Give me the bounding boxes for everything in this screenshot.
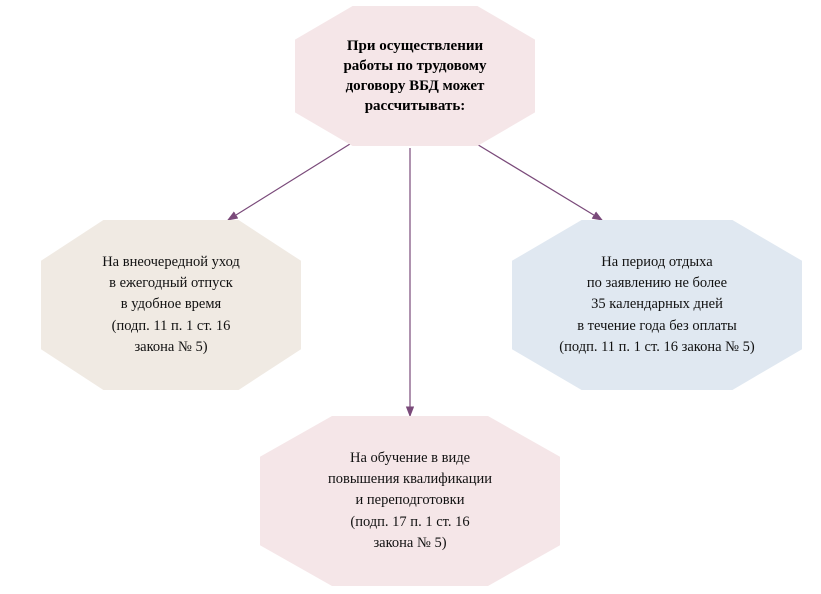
edge-arrow — [228, 144, 350, 220]
edge-arrow — [475, 143, 602, 220]
child-node-bottom-text: На обучение в виде повышения квалификаци… — [328, 448, 492, 553]
root-node: При осуществлении работы по трудовому до… — [295, 6, 535, 146]
child-node-left-text: На внеочередной уход в ежегодный отпуск … — [102, 252, 240, 357]
root-node-text: При осуществлении работы по трудовому до… — [343, 36, 486, 117]
child-node-right-text: На период отдыха по заявлению не более 3… — [559, 252, 754, 357]
child-node-bottom: На обучение в виде повышения квалификаци… — [260, 416, 560, 586]
child-node-right: На период отдыха по заявлению не более 3… — [512, 220, 802, 390]
child-node-left: На внеочередной уход в ежегодный отпуск … — [41, 220, 301, 390]
